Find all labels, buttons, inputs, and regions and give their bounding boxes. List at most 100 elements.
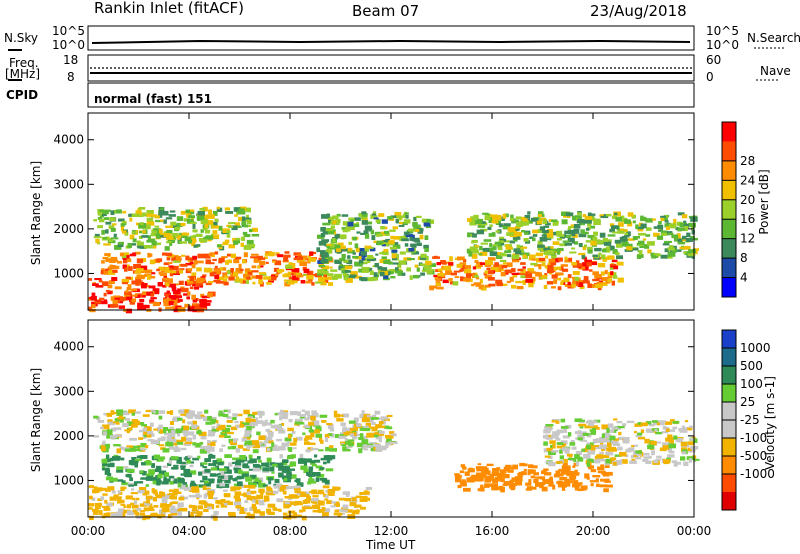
heatmap-cell [246, 275, 251, 280]
heatmap-cell [419, 234, 424, 240]
heatmap-cell [603, 432, 610, 438]
heatmap-cell [442, 279, 449, 284]
heatmap-cell [158, 228, 163, 234]
heatmap-cell [361, 261, 368, 265]
heatmap-cell [571, 232, 576, 237]
heatmap-cell [106, 502, 113, 507]
heatmap-cell [525, 240, 531, 244]
heatmap-cell [238, 208, 245, 213]
heatmap-cell [664, 421, 673, 425]
heatmap-cell [281, 485, 289, 490]
heatmap-cell [195, 244, 201, 247]
heatmap-cell [655, 431, 663, 435]
heatmap-cell [121, 482, 129, 486]
heatmap-cell [277, 412, 284, 416]
heatmap-cell [146, 291, 153, 296]
heatmap-cell [144, 461, 152, 466]
heatmap-cell [192, 457, 199, 461]
heatmap-cell [227, 253, 232, 257]
heatmap-cell [190, 505, 196, 508]
heatmap-cell [560, 264, 568, 267]
heatmap-cell [282, 475, 288, 480]
heatmap-cell [459, 481, 467, 485]
heatmap-cell [413, 251, 420, 255]
heatmap-cell [564, 451, 570, 454]
heatmap-cell [686, 232, 691, 238]
heatmap-cell [276, 427, 284, 431]
heatmap-cell [116, 260, 123, 264]
heatmap-cell [298, 459, 305, 464]
heatmap-cell [638, 240, 645, 245]
heatmap-cell [265, 436, 273, 441]
heatmap-cell [191, 488, 200, 493]
heatmap-cell [333, 512, 342, 516]
heatmap-cell [395, 270, 403, 274]
heatmap-cell [165, 225, 173, 228]
heatmap-cell [179, 484, 186, 490]
heatmap-cell [630, 455, 634, 459]
heatmap-cell [180, 413, 187, 416]
heatmap-cell [494, 262, 499, 267]
heatmap-cell [584, 219, 592, 224]
heatmap-cell [362, 444, 368, 448]
heatmap-cell [503, 224, 507, 229]
heatmap-cell [468, 233, 476, 237]
heatmap-cell [329, 448, 337, 452]
heatmap-cell [121, 486, 127, 490]
heatmap-cell [411, 234, 415, 239]
heatmap-cell [146, 217, 154, 222]
heatmap-cell [268, 251, 275, 257]
heatmap-cell [616, 421, 623, 424]
heatmap-cell [147, 252, 151, 258]
heatmap-cell [509, 217, 515, 222]
heatmap-cell [176, 509, 181, 512]
heatmap-cell [648, 423, 655, 427]
heatmap-cell [233, 207, 241, 212]
heatmap-cell [186, 219, 194, 224]
heatmap-cell [669, 437, 674, 442]
heatmap-cell [151, 513, 157, 517]
heatmap-cell [347, 275, 356, 279]
heatmap-cell [107, 284, 113, 289]
heatmap-cell [101, 268, 105, 272]
heatmap-cell [264, 253, 273, 256]
heatmap-cell [118, 297, 127, 301]
colorbar-frame [721, 121, 737, 298]
heatmap-cell [295, 502, 303, 506]
heatmap-cell [303, 461, 307, 466]
heatmap-cell [481, 470, 489, 475]
heatmap-cell [242, 463, 249, 469]
heatmap-cell [607, 274, 613, 279]
heatmap-cell [590, 483, 594, 487]
heatmap-cell [379, 252, 384, 255]
heatmap-cell [248, 440, 256, 446]
heatmap-cell [345, 224, 351, 229]
heatmap-cell [532, 237, 536, 242]
heatmap-cell [677, 241, 686, 245]
heatmap-cell [373, 272, 378, 277]
heatmap-cell [337, 414, 344, 417]
heatmap-cell [146, 213, 154, 217]
heatmap-cell [543, 232, 548, 236]
heatmap-cell [88, 485, 94, 489]
heatmap-cell [150, 276, 156, 279]
heatmap-cell [286, 441, 291, 444]
heatmap-cell [666, 255, 673, 259]
heatmap-cell [110, 457, 114, 462]
heatmap-cell [141, 424, 147, 427]
heatmap-cell [521, 230, 525, 233]
heatmap-cell [245, 478, 253, 482]
heatmap-cell [152, 214, 157, 218]
heatmap-cell [599, 444, 607, 450]
heatmap-cell [516, 222, 523, 227]
heatmap-cell [659, 447, 667, 452]
heatmap-cell [598, 252, 602, 256]
heatmap-cell [391, 433, 397, 437]
heatmap-cell [232, 237, 238, 243]
heatmap-cell [553, 473, 560, 478]
heatmap-cell [487, 470, 491, 476]
heatmap-cell [277, 446, 286, 451]
heatmap-cell [361, 220, 369, 225]
heatmap-cell [205, 259, 212, 265]
heatmap-cell [354, 504, 362, 508]
